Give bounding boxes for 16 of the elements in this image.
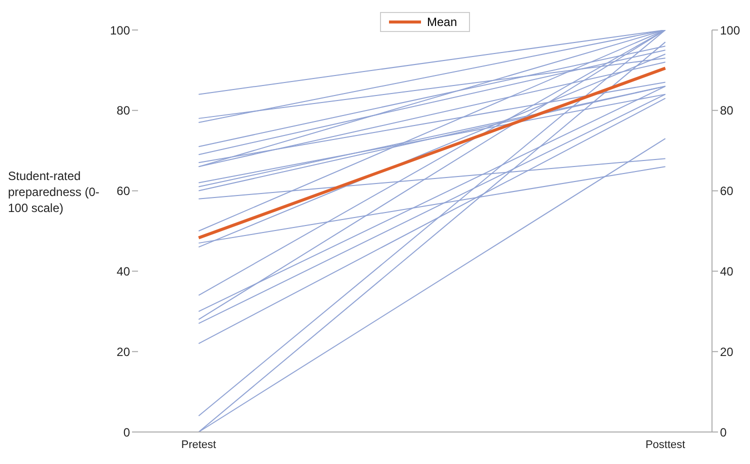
x-tick-label: Posttest (645, 438, 686, 451)
y2-tick-label: 100 (720, 23, 740, 38)
y-tick-label: 100 (110, 23, 130, 38)
y-tick-label: 40 (116, 264, 130, 278)
y-tick-label: 60 (116, 184, 130, 198)
y2-tick-label: 40 (720, 264, 734, 278)
y2-tick-label: 20 (720, 344, 734, 359)
y2-tick-label: 60 (720, 184, 734, 198)
y-tick-label: 80 (116, 104, 130, 118)
y-tick-label: 20 (116, 344, 130, 359)
y2-tick-label: 0 (720, 425, 727, 440)
x-tick-label: Pretest (181, 438, 216, 451)
legend-label: Mean (426, 15, 458, 29)
y-axis-title: Student-rated preparedness (0-100 scale) (8, 168, 100, 216)
y-tick-label: 0 (123, 425, 130, 440)
y2-tick-label: 80 (720, 104, 734, 118)
